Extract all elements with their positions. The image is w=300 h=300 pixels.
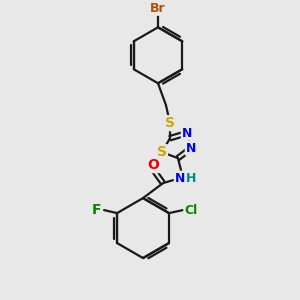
Text: N: N — [182, 127, 192, 140]
Text: O: O — [147, 158, 159, 172]
Text: S: S — [157, 145, 167, 159]
Text: H: H — [186, 172, 196, 184]
Text: N: N — [175, 172, 185, 184]
Text: Br: Br — [150, 2, 166, 15]
Text: Cl: Cl — [184, 204, 198, 217]
Text: F: F — [91, 203, 101, 217]
Text: S: S — [165, 116, 175, 130]
Text: N: N — [186, 142, 196, 155]
